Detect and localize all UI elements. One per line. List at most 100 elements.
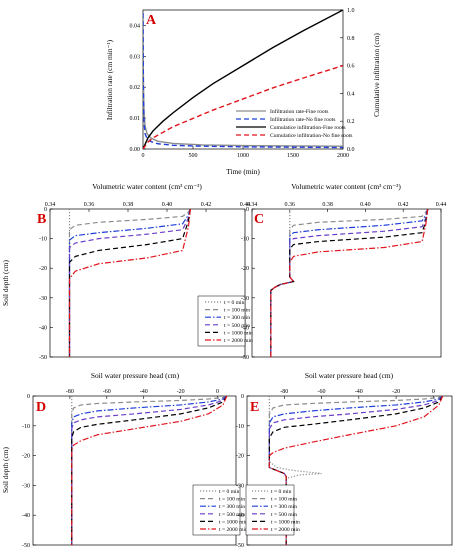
series-line-c-4 (270, 209, 429, 357)
y2-tick-label: 0.4 (347, 91, 355, 97)
y-tick-label: -20 (39, 266, 47, 272)
y-tick-label: -20 (241, 266, 249, 272)
y-axis-label: Soil depth (cm) (1, 259, 10, 306)
x-tick-label: -40 (355, 389, 363, 395)
legend-box (197, 295, 246, 347)
series-line-b-4 (68, 209, 191, 357)
legend-label: t = 300 min (219, 504, 245, 510)
panel-label-e: E (250, 400, 259, 415)
x-axis-label: Volumetric water content (cm³ cm⁻³) (92, 182, 202, 191)
x-tick-label: 0.38 (123, 202, 134, 208)
y-tick-label: -40 (236, 513, 244, 519)
y-axis-label: Soil depth (cm) (1, 446, 10, 493)
series-line-c-2 (270, 209, 429, 357)
series-line-c-5 (270, 209, 429, 357)
x-tick-label: 0.38 (322, 202, 333, 208)
x-tick-label: 0 (142, 153, 145, 159)
x-tick-label: 0.34 (45, 202, 56, 208)
series-line-d-2 (71, 396, 228, 545)
legend-label: t = 300 min (224, 315, 250, 321)
y-tick-label: -30 (39, 296, 47, 302)
x-tick-label: 0.36 (285, 202, 296, 208)
series-line-b-5 (68, 209, 191, 357)
y-tick-label: 0.01 (130, 116, 141, 122)
x-tick-label: -80 (66, 389, 74, 395)
x-tick-label: -80 (280, 389, 288, 395)
x-tick-label: 0.36 (84, 202, 95, 208)
series-line-e-5 (268, 396, 444, 545)
x-tick-label: 0.44 (436, 202, 447, 208)
series-line-c-1 (270, 209, 429, 357)
series-line-e-1 (268, 396, 443, 545)
panel-c-frame (251, 208, 442, 358)
series-line-d-4 (71, 396, 228, 545)
series-line-b-3 (68, 209, 191, 357)
y-tick-label: -10 (241, 237, 249, 243)
legend-label: t = 500 min (271, 512, 297, 518)
series-line-a-3 (143, 64, 343, 149)
series-line-e-2 (268, 396, 444, 545)
y2-tick-label: 0.8 (347, 36, 355, 42)
legend-label: t = 1000 min (219, 519, 248, 525)
legend-label: t = 1000 min (271, 519, 300, 525)
y-tick-label: -50 (241, 355, 249, 361)
legend-label: t = 2000 min (219, 527, 248, 533)
x-tick-label: 0.40 (360, 202, 371, 208)
y-tick-label: -20 (22, 454, 30, 460)
x-tick-label: -60 (318, 389, 326, 395)
series-line-c-3 (270, 209, 429, 357)
y-tick-label: -10 (22, 424, 30, 430)
legend-label: t = 2000 min (224, 338, 253, 344)
x-tick-label: 0.34 (247, 202, 258, 208)
y-tick-label: -30 (22, 483, 30, 489)
x-tick-label: -60 (103, 389, 111, 395)
legend-label: Infiltration rate-No fine roots (270, 116, 335, 123)
legend-label: t = 100 min (224, 308, 250, 314)
y-tick-label: 0 (246, 207, 249, 213)
y-tick-label: -30 (236, 483, 244, 489)
legend-label: t = 2000 min (271, 527, 300, 533)
y-tick-label: 0 (27, 394, 30, 400)
panel-label-b: B (37, 212, 46, 227)
x-tick-label: 500 (189, 153, 198, 159)
series-line-a-1 (143, 13, 343, 149)
x-axis-label: Volumetric water content (cm³ cm⁻³) (291, 182, 401, 191)
panel-b-frame (49, 208, 246, 358)
legend-label: Cumulatice infiltration-No fine roots (270, 132, 353, 139)
y-tick-label: -10 (236, 424, 244, 430)
x-tick-label: 0.42 (398, 202, 409, 208)
legend-label: t = 100 min (219, 497, 245, 503)
x-tick-label: -20 (177, 389, 185, 395)
x-tick-label: 0 (216, 389, 219, 395)
y-tick-label: 0 (44, 207, 47, 213)
y-tick-label: 0.02 (130, 85, 141, 91)
y-tick-label: 0.03 (130, 54, 141, 60)
legend-label: t = 0 min (219, 489, 240, 495)
panel-e-frame (246, 395, 453, 546)
panel-label-d: D (36, 400, 46, 415)
y-tick-label: -30 (241, 296, 249, 302)
legend-label: Infiltration rate-Fine roots (270, 108, 328, 115)
legend-box (245, 484, 295, 536)
x-tick-label: 0.40 (162, 202, 173, 208)
y-tick-label: 0.04 (130, 23, 141, 29)
panel-label-c: C (254, 212, 264, 227)
series-line-e-3 (268, 396, 444, 545)
x-axis-label: Time (min) (226, 167, 260, 176)
y-tick-label: -50 (236, 543, 244, 549)
legend-label: Cumulatice infiltration-Fine roots (270, 124, 346, 131)
x-tick-label: -20 (392, 389, 400, 395)
panel-label-a: A (146, 13, 157, 28)
y-tick-label: 0.00 (130, 147, 141, 153)
y2-tick-label: 0.2 (347, 119, 355, 125)
legend-label: t = 500 min (224, 323, 250, 329)
y-tick-label: -40 (39, 325, 47, 331)
legend-label: t = 500 min (219, 512, 245, 518)
y-tick-label: -10 (39, 237, 47, 243)
y-axis-label: Infiltration rate (cm min⁻¹) (105, 39, 114, 120)
y-tick-label: -20 (236, 454, 244, 460)
y2-tick-label: 0.0 (347, 147, 355, 153)
legend-label: t = 100 min (271, 497, 297, 503)
x-tick-label: 0 (432, 389, 435, 395)
